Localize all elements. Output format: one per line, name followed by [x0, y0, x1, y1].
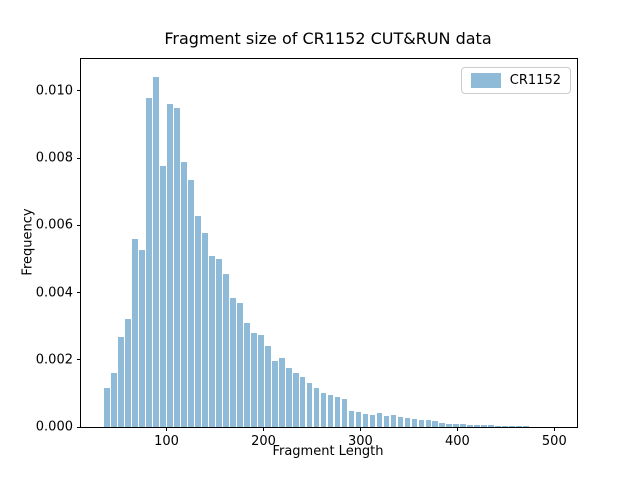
- histogram-bar: [278, 358, 286, 427]
- histogram-bar: [117, 336, 125, 427]
- histogram-bar: [194, 216, 202, 427]
- histogram-bar: [348, 410, 356, 427]
- y-tick-label: 0.008: [35, 150, 73, 166]
- histogram-bar: [292, 373, 300, 427]
- histogram-bar: [411, 418, 419, 427]
- histogram-bar: [432, 420, 440, 427]
- y-axis-label: Frequency: [20, 208, 36, 276]
- histogram-bar: [138, 250, 146, 427]
- histogram-bar: [180, 161, 188, 427]
- x-tick-label: 200: [251, 434, 276, 449]
- plot-area: 100 200 300 400 500 0.000 0.002 0.004 0.006 0.008…: [36, 58, 578, 449]
- histogram-bar: [390, 414, 398, 427]
- histogram-bar: [376, 412, 384, 427]
- x-tick-label: 300: [348, 434, 373, 449]
- x-tick: [359, 427, 361, 431]
- histogram-bar: [103, 387, 111, 427]
- y-tick-label: 0.002: [35, 352, 73, 368]
- histogram-bar: [495, 425, 503, 427]
- chart-title: Fragment size of CR1152 CUT&RUN data: [164, 29, 492, 48]
- x-axis-label: Fragment Length: [272, 444, 384, 459]
- y-tick: [77, 90, 81, 92]
- histogram-bar: [152, 76, 160, 427]
- y-tick: [77, 426, 81, 428]
- histogram-bar: [131, 238, 139, 427]
- histogram-bar: [425, 420, 433, 427]
- histogram-bar: [145, 97, 153, 427]
- histogram-bar: [215, 259, 223, 427]
- histogram-bar: [257, 334, 265, 427]
- histogram-bars: [81, 59, 577, 427]
- x-tick-label: 100: [154, 434, 179, 449]
- y-tick: [77, 157, 81, 159]
- histogram-bar: [362, 413, 370, 427]
- y-tick-label: 0.000: [35, 419, 73, 435]
- histogram-bar: [460, 424, 468, 427]
- histogram-bar: [453, 423, 461, 427]
- histogram-bar: [320, 393, 328, 427]
- histogram-bar: [264, 346, 272, 427]
- y-tick-label: 0.010: [35, 83, 73, 99]
- histogram-bar: [334, 396, 342, 427]
- histogram-bar: [166, 103, 174, 427]
- histogram-bar: [404, 417, 412, 427]
- histogram-bar: [474, 424, 482, 427]
- y-tick-label: 0.006: [35, 217, 73, 233]
- histogram-bar: [250, 332, 258, 427]
- legend: CR1152: [460, 67, 571, 94]
- histogram-bar: [509, 426, 517, 427]
- histogram-bar: [173, 107, 181, 427]
- histogram-bar: [236, 302, 244, 427]
- histogram-bar: [208, 255, 216, 427]
- histogram-bar: [439, 422, 447, 427]
- histogram-bar: [516, 426, 524, 427]
- histogram-bar: [397, 416, 405, 427]
- histogram-bar: [285, 368, 293, 427]
- histogram-bar: [299, 376, 307, 427]
- y-tick: [77, 292, 81, 294]
- y-tick: [77, 359, 81, 361]
- x-tick: [456, 427, 458, 431]
- histogram-bar: [201, 232, 209, 427]
- histogram-bar: [327, 395, 335, 427]
- histogram-bar: [488, 425, 496, 427]
- histogram-bar: [467, 424, 475, 427]
- histogram-bar: [110, 373, 118, 427]
- x-tick: [166, 427, 168, 431]
- histogram-bar: [502, 425, 510, 427]
- histogram-bar: [271, 361, 279, 427]
- histogram-bar: [355, 411, 363, 427]
- histogram-bar: [187, 180, 195, 427]
- histogram-bar: [159, 165, 167, 427]
- histogram-bar: [418, 419, 426, 427]
- histogram-bar: [369, 415, 377, 427]
- x-tick-label: 500: [541, 434, 567, 449]
- histogram-bar: [229, 297, 237, 427]
- histogram-bar: [383, 416, 391, 427]
- histogram-bar: [523, 426, 531, 427]
- histogram-bar: [243, 322, 251, 427]
- histogram-bar: [222, 274, 230, 427]
- histogram-bar: [341, 399, 349, 427]
- x-tick: [553, 427, 555, 431]
- x-tick-label: 400: [444, 434, 470, 449]
- y-tick-label: 0.004: [35, 285, 73, 301]
- legend-swatch: [470, 73, 501, 88]
- histogram-bar: [306, 383, 314, 427]
- histogram-bar: [481, 425, 489, 427]
- histogram-bar: [446, 423, 454, 427]
- histogram-bar: [124, 319, 132, 427]
- histogram-bar: [313, 388, 321, 427]
- x-tick: [262, 427, 264, 431]
- legend-label: CR1152: [509, 73, 561, 88]
- y-tick: [77, 224, 81, 226]
